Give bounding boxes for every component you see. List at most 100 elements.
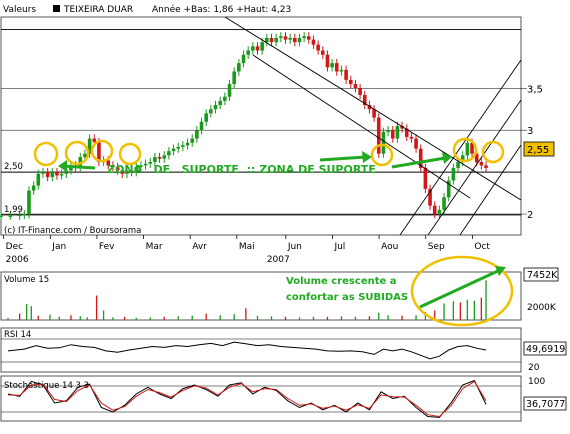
candle-body: [251, 46, 255, 51]
candle-body: [17, 214, 22, 217]
year-label: 2007: [267, 255, 290, 265]
candle-body: [129, 170, 134, 173]
candle-body: [45, 172, 50, 178]
candle-body: [395, 126, 400, 139]
candle-body: [307, 36, 311, 40]
candle-body: [167, 151, 171, 156]
candle-body: [185, 142, 190, 146]
candle-body: [460, 155, 465, 163]
candle-body: [97, 141, 101, 163]
candle-body: [199, 121, 204, 131]
candle-body: [390, 130, 395, 139]
candle-body: [288, 37, 292, 40]
stoch-value-box: [523, 396, 567, 411]
candle-body: [55, 172, 59, 176]
candle-body: [204, 113, 209, 122]
trend-line-down-lower: [252, 54, 471, 199]
candle-body: [0, 215, 3, 217]
volume-panel-frame: [0, 271, 522, 321]
candle-body: [423, 167, 428, 189]
current-price-value: 2,55: [527, 145, 549, 156]
reference-label: 1,99: [4, 205, 23, 215]
candle-body: [223, 96, 227, 101]
support-circles: [33, 137, 505, 167]
month-label: Mai: [239, 242, 255, 252]
month-label: Jun: [287, 242, 302, 252]
month-label: Aou: [381, 242, 398, 252]
volume-value-box: [523, 267, 559, 282]
candle-body: [381, 131, 386, 154]
candle-body: [106, 160, 111, 166]
candle-body: [83, 153, 87, 158]
candle-body: [265, 37, 269, 43]
volume-tick: 2000K: [527, 303, 557, 313]
arrow-right-head: [362, 151, 372, 163]
candle-body: [260, 42, 264, 51]
candle-body: [293, 37, 297, 43]
candle-body: [479, 162, 484, 166]
candle-body: [64, 170, 69, 174]
support-zone-annotation: ZONA DE SUPORTE :: ZONA DE SUPORTE: [107, 163, 376, 176]
candle-body: [176, 146, 181, 149]
rsi-line: [7, 341, 487, 360]
candle-body: [162, 155, 167, 159]
credit-text: (c) IT-Finance.com / Boursorama: [4, 226, 141, 236]
candle-body: [409, 136, 414, 139]
candle-body: [311, 39, 316, 45]
month-label: Sep: [428, 242, 445, 252]
candle-body: [227, 84, 232, 97]
arrow-right-shaft: [319, 155, 367, 162]
rsi-label: RSI 14: [4, 330, 31, 340]
month-label: Oct: [474, 242, 490, 252]
candle-body: [92, 138, 97, 142]
candle-body: [353, 84, 358, 89]
candle-body: [111, 165, 115, 168]
candle-body: [302, 36, 306, 38]
price-tick-label: 3,5: [527, 84, 543, 95]
candle-body: [339, 69, 344, 72]
candle-body: [153, 157, 157, 163]
candle-body: [246, 50, 250, 55]
candle-body: [316, 44, 320, 51]
rsi-value-box: [523, 341, 567, 356]
month-label: Avr: [192, 242, 207, 252]
candle-body: [446, 180, 451, 198]
candle-body: [283, 36, 288, 40]
candle-body: [209, 109, 213, 114]
candle-body: [372, 109, 376, 118]
month-label: Jan: [51, 242, 66, 252]
candle-body: [181, 145, 185, 147]
candle-body: [255, 46, 260, 51]
candle-body: [36, 173, 41, 186]
support-arrows: [58, 151, 452, 172]
candle-body: [320, 50, 325, 55]
current-price-box: [523, 141, 555, 157]
candle-body: [237, 63, 241, 72]
candle-body: [465, 142, 470, 156]
candle-body: [348, 79, 353, 85]
candle-body: [414, 138, 418, 149]
candle-body: [279, 36, 283, 38]
candle-body: [442, 197, 446, 210]
series-marker: [53, 5, 60, 12]
candle-body: [274, 37, 278, 43]
month-label: Dec: [6, 242, 23, 252]
candle-body: [125, 170, 129, 174]
candle-body: [50, 172, 55, 178]
stoch-tick: 100: [528, 377, 545, 387]
candle-body: [358, 88, 362, 95]
rsi-tick: 20: [528, 363, 540, 373]
stoch-panel-frame: [0, 375, 522, 422]
candle-body: [218, 100, 222, 106]
candle-body: [31, 185, 36, 191]
rsi-panel-frame: [0, 327, 522, 373]
stoch-current-value: 36,7077: [526, 399, 565, 410]
candle-body: [484, 165, 488, 168]
stoch-d-line: [7, 380, 487, 418]
volume-bars: [7, 280, 487, 320]
candle-body: [344, 69, 348, 80]
arrow-up-shaft: [391, 156, 446, 169]
stoch-label: Stochastique 14 3 3: [4, 381, 89, 391]
candle-body: [474, 153, 479, 163]
